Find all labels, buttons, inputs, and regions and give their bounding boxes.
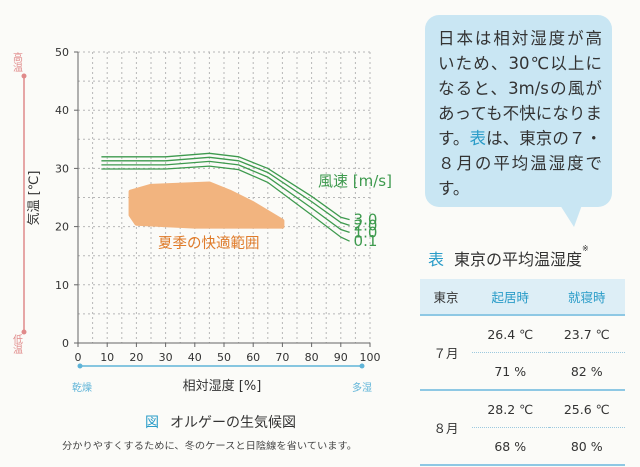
header-daytime: 起居時 [472, 279, 549, 316]
y-axis-label: 気温 [℃] [26, 171, 42, 226]
table-row: 68 % 80 % [420, 427, 625, 466]
chart-title: オルゲーの生気候図 [170, 415, 296, 431]
comfort-zone-label: 夏季の快適範囲 [158, 234, 260, 252]
x-axis-end-dry: 乾燥 [72, 381, 92, 394]
series-label: 0.1 [354, 232, 378, 250]
climate-chart: 3.02.01.00.1 風速 [m/s] 夏季の快適範囲 0 10 20 30 40 50 60… [11, 46, 392, 452]
callout-tail [560, 205, 582, 227]
series-line-0-1 [101, 165, 350, 242]
table-row: 71 % 82 % [420, 352, 625, 391]
chart-labels: 3.02.01.00.1 風速 [m/s] 夏季の快適範囲 0 10 20 30 40 50 60… [11, 46, 392, 452]
series-label: 2.0 [354, 216, 378, 234]
callout-text-part: 日本は相対湿度が高いため、30℃以上になると、3m/sの風があっても不快になりま… [438, 29, 602, 148]
legend-title: 風速 [m/s] [318, 172, 392, 190]
x-tick-label: 0 [75, 351, 82, 364]
cell-value: 80 % [548, 427, 625, 466]
table-note-mark: ※ [582, 244, 589, 253]
average-table: 東京 起居時 就寝時 ７月 26.4 ℃ 23.7 ℃ 71 % 82 % ８月… [420, 279, 625, 466]
cell-value: 26.4 ℃ [472, 315, 549, 353]
x-axis-end-humid: 多湿 [352, 381, 372, 394]
x-tick-label: 90 [334, 351, 348, 364]
table-row: ８月 28.2 ℃ 25.6 ℃ [420, 390, 625, 466]
table-title: 表東京の平均温湿度※ [428, 244, 589, 270]
cell-value: 28.2 ℃ [472, 390, 549, 428]
comfort-zone [128, 181, 285, 229]
y-tick-label: 50 [55, 46, 69, 59]
callout-bubble [425, 15, 612, 207]
series-line-1-0 [101, 160, 350, 234]
row-month: ７月 [420, 315, 472, 391]
temp-accent-dot [21, 73, 27, 79]
series-line-3-0 [101, 152, 350, 221]
table-label: 表 [428, 250, 445, 269]
x-tick-label: 50 [217, 351, 231, 364]
chart-subtitle: 分かりやすくするために、冬のケースと日陰線を省いています。 [62, 440, 357, 452]
figure-label: 図 [145, 415, 159, 431]
table-row: ７月 26.4 ℃ 23.7 ℃ [420, 315, 625, 391]
row-month: ８月 [420, 390, 472, 466]
callout-text: 日本は相対湿度が高いため、30℃以上になると、3m/sの風があっても不快になりま… [438, 26, 602, 201]
x-tick-label: 10 [100, 351, 114, 364]
series-line-2-0 [101, 156, 350, 227]
x-tick-label: 30 [159, 351, 173, 364]
x-tick-label: 100 [360, 351, 381, 364]
header-sleeping: 就寝時 [548, 279, 625, 316]
humidity-accent-dot [77, 363, 83, 369]
cell-value: 25.6 ℃ [548, 390, 625, 428]
chart-axes [21, 51, 371, 369]
cell-value: 23.7 ℃ [548, 315, 625, 353]
x-tick-label: 40 [188, 351, 202, 364]
y-tick-label: 0 [62, 337, 69, 350]
table-header-row: 東京 起居時 就寝時 [420, 279, 625, 316]
y-tick-label: 40 [55, 104, 69, 117]
x-tick-label: 70 [275, 351, 289, 364]
temp-accent-dot [21, 329, 27, 335]
header-tokyo: 東京 [420, 279, 472, 316]
table-title-text: 東京の平均温湿度 [454, 250, 583, 269]
series-label: 1.0 [354, 223, 378, 241]
cell-value: 68 % [472, 427, 549, 466]
comfort-zone-area [128, 181, 285, 229]
series-label: 3.0 [354, 211, 378, 229]
series-lines [101, 152, 350, 242]
x-axis-label: 相対湿度 [%] [183, 378, 262, 394]
y-tick-label: 30 [55, 162, 69, 175]
x-tick-label: 20 [129, 351, 143, 364]
y-axis-end-high: 高温 [11, 51, 23, 72]
callout-highlight: 表 [469, 129, 487, 148]
cell-value: 82 % [548, 352, 625, 391]
cell-value: 71 % [472, 352, 549, 391]
y-tick-label: 10 [55, 279, 69, 292]
x-tick-label: 80 [305, 351, 319, 364]
callout-text-part: は、東京の７・８月の平均温湿度です。 [438, 129, 603, 198]
x-tick-label: 60 [246, 351, 260, 364]
humidity-accent-dot [359, 363, 365, 369]
y-tick-label: 20 [55, 221, 69, 234]
y-axis-end-low: 低温 [11, 333, 23, 354]
